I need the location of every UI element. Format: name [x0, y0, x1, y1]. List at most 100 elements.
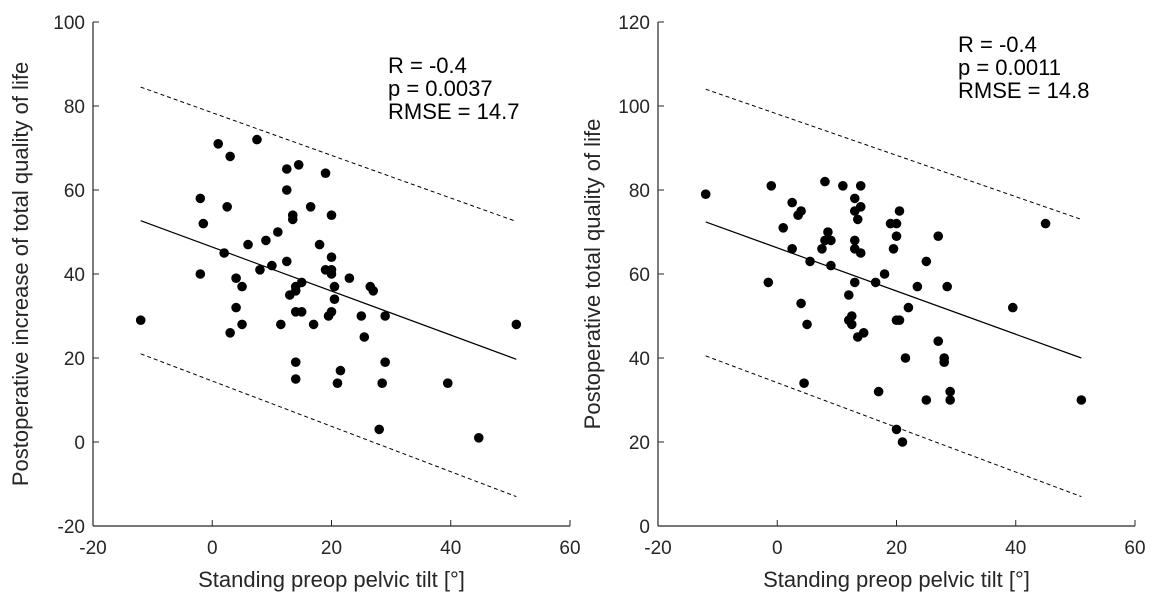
data-point — [897, 437, 908, 447]
data-point — [213, 139, 224, 149]
data-point — [844, 290, 854, 300]
prediction-bound-upper — [705, 88, 1082, 220]
data-point — [305, 202, 316, 212]
data-point — [787, 197, 797, 208]
data-point — [891, 218, 902, 229]
data-point — [323, 311, 334, 321]
data-point — [359, 332, 370, 342]
data-point — [1007, 302, 1018, 313]
data-point — [903, 302, 914, 313]
data-point — [511, 319, 522, 330]
data-point — [921, 256, 932, 267]
stat-annotation: RMSE = 14.7 — [388, 99, 519, 124]
x-tick-label: 0 — [207, 538, 218, 559]
stat-annotation: p = 0.0037 — [388, 76, 493, 101]
y-tick-label: 100 — [618, 97, 650, 118]
prediction-bound-upper — [140, 86, 517, 222]
y-tick-label: -20 — [58, 517, 85, 538]
data-point — [942, 281, 952, 292]
data-point — [933, 231, 944, 241]
x-tick-label: 60 — [559, 538, 580, 559]
data-point — [296, 307, 307, 317]
prediction-bound-lower — [705, 355, 1082, 498]
data-point — [855, 181, 866, 191]
x-tick-label: -20 — [79, 538, 106, 559]
data-point — [888, 244, 899, 254]
regression-fit-line — [140, 220, 517, 360]
data-point — [237, 281, 247, 292]
data-point — [945, 395, 955, 405]
data-point — [320, 168, 331, 178]
data-point — [293, 160, 304, 170]
x-axis-title: Standing preop pelvic tilt [°] — [763, 567, 1030, 592]
data-point — [873, 386, 884, 397]
stat-annotation: R = -0.4 — [388, 53, 467, 78]
data-point — [802, 319, 812, 330]
data-point — [332, 378, 343, 389]
data-point — [237, 319, 247, 330]
y-tick-label: 20 — [629, 433, 650, 454]
data-point — [326, 252, 337, 262]
x-tick-label: 20 — [321, 538, 342, 559]
data-point — [849, 277, 860, 288]
data-point — [252, 134, 262, 145]
data-point — [281, 185, 292, 195]
data-point — [290, 286, 301, 296]
data-point — [281, 256, 292, 267]
data-point — [326, 265, 337, 275]
data-point — [261, 235, 271, 246]
data-point — [442, 378, 453, 389]
data-point — [852, 332, 863, 342]
data-point — [933, 336, 944, 347]
data-point — [329, 294, 340, 305]
y-tick-label: 0 — [639, 517, 650, 538]
data-point — [700, 189, 711, 199]
data-point — [296, 277, 307, 288]
y-tick-label: 20 — [64, 349, 85, 370]
data-point — [870, 277, 881, 288]
data-point — [344, 273, 355, 284]
data-point — [787, 244, 797, 254]
data-point — [222, 202, 232, 212]
data-point — [473, 433, 484, 443]
data-point — [823, 227, 833, 237]
data-point — [281, 164, 292, 174]
y-axis-title: Postoperative increase of total quality … — [8, 62, 33, 486]
data-point — [377, 378, 387, 389]
data-point — [879, 269, 890, 279]
data-point — [796, 298, 806, 309]
data-point — [308, 319, 319, 330]
x-tick-label: 20 — [886, 538, 907, 559]
x-tick-label: 40 — [440, 538, 461, 559]
data-point — [891, 315, 902, 326]
stat-annotation: R = -0.4 — [958, 32, 1037, 57]
left-scatter-panel: -20 0 20 40 60 -20 0 20 40 60 80 100 Standing preop … — [8, 13, 581, 592]
data-point — [817, 244, 827, 254]
data-point — [939, 353, 949, 363]
data-point — [900, 353, 911, 363]
x-axis-title: Standing preop pelvic tilt [°] — [198, 567, 465, 592]
data-point — [276, 319, 286, 330]
data-point — [891, 231, 902, 241]
data-point — [329, 281, 340, 292]
data-point — [195, 269, 206, 279]
data-point — [805, 256, 815, 267]
data-point — [763, 277, 774, 288]
data-point — [921, 395, 932, 405]
data-point — [326, 210, 337, 220]
data-point — [1040, 218, 1051, 229]
data-point — [273, 227, 283, 237]
data-point — [368, 286, 379, 296]
data-point — [225, 151, 235, 162]
data-point — [231, 302, 241, 313]
data-point — [766, 181, 777, 191]
data-point — [225, 328, 235, 338]
data-point — [374, 424, 385, 435]
data-point — [838, 181, 848, 191]
data-point — [231, 273, 241, 284]
y-tick-label: 80 — [64, 97, 85, 118]
data-point — [380, 357, 390, 368]
y-tick-label: 60 — [629, 265, 650, 286]
